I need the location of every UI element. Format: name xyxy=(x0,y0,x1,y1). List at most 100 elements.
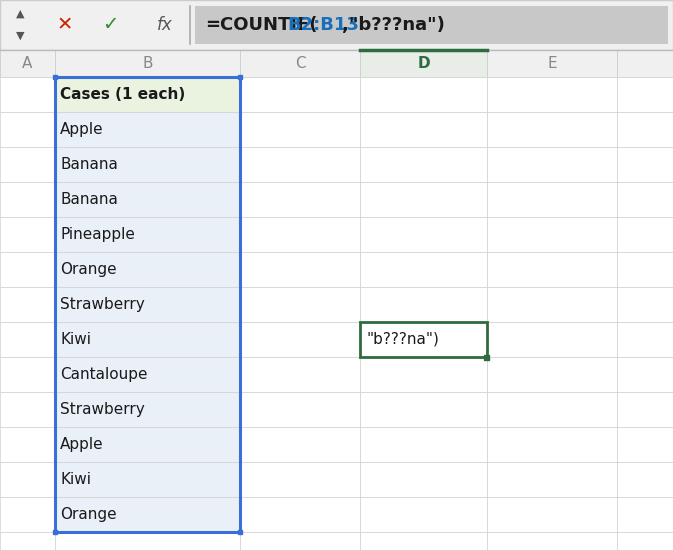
Bar xyxy=(487,252,617,287)
Text: ✕: ✕ xyxy=(57,15,73,35)
Text: "b???na"): "b???na") xyxy=(366,332,439,347)
Bar xyxy=(360,217,487,252)
Bar xyxy=(484,355,489,360)
Bar xyxy=(360,77,487,112)
Text: Strawberry: Strawberry xyxy=(60,402,145,417)
Bar xyxy=(487,147,617,182)
Bar xyxy=(617,392,673,427)
Bar xyxy=(0,112,55,147)
Bar xyxy=(487,112,617,147)
Bar xyxy=(617,217,673,252)
Bar xyxy=(360,322,487,357)
Bar xyxy=(0,77,55,112)
Bar xyxy=(617,77,673,112)
Bar xyxy=(240,287,360,322)
Bar xyxy=(0,50,55,77)
Bar xyxy=(360,112,487,147)
Bar xyxy=(0,0,673,50)
Bar xyxy=(617,147,673,182)
Text: D: D xyxy=(417,56,430,71)
Bar xyxy=(360,182,487,217)
Bar xyxy=(487,392,617,427)
Bar xyxy=(360,462,487,497)
Bar xyxy=(55,532,240,550)
Bar xyxy=(360,357,487,392)
Bar xyxy=(55,252,240,287)
Bar xyxy=(487,182,617,217)
Bar xyxy=(0,462,55,497)
Bar xyxy=(55,77,240,532)
Bar xyxy=(487,217,617,252)
Bar xyxy=(487,462,617,497)
Text: Orange: Orange xyxy=(60,262,116,277)
Bar xyxy=(617,112,673,147)
Text: B2:B13: B2:B13 xyxy=(287,16,359,34)
Text: Pineapple: Pineapple xyxy=(60,227,135,242)
Bar xyxy=(240,357,360,392)
Bar xyxy=(487,322,617,357)
Text: Cases (1 each): Cases (1 each) xyxy=(60,87,185,102)
Text: ✓: ✓ xyxy=(102,15,118,35)
Text: Banana: Banana xyxy=(60,157,118,172)
Text: A: A xyxy=(22,56,33,71)
Bar xyxy=(0,182,55,217)
Bar xyxy=(360,50,487,77)
Bar xyxy=(360,497,487,532)
Bar xyxy=(53,530,57,534)
Bar xyxy=(617,322,673,357)
Text: fx: fx xyxy=(157,16,173,34)
Text: E: E xyxy=(547,56,557,71)
Text: Apple: Apple xyxy=(60,122,104,137)
Bar xyxy=(55,147,240,182)
Bar xyxy=(240,182,360,217)
Bar xyxy=(0,427,55,462)
Text: ,"b???na"): ,"b???na") xyxy=(342,16,445,34)
Bar xyxy=(617,287,673,322)
Bar xyxy=(55,322,240,357)
Text: C: C xyxy=(295,56,306,71)
Bar xyxy=(55,217,240,252)
Bar xyxy=(617,50,673,77)
Bar xyxy=(617,357,673,392)
Bar xyxy=(240,252,360,287)
Text: Cantaloupe: Cantaloupe xyxy=(60,367,147,382)
Bar xyxy=(487,427,617,462)
Bar xyxy=(240,112,360,147)
Bar xyxy=(240,322,360,357)
Bar xyxy=(238,75,242,79)
Bar xyxy=(487,497,617,532)
Text: Strawberry: Strawberry xyxy=(60,297,145,312)
Bar xyxy=(195,6,668,44)
Text: ▲: ▲ xyxy=(15,9,24,19)
Bar xyxy=(0,147,55,182)
Bar xyxy=(487,357,617,392)
Bar xyxy=(0,322,55,357)
Bar xyxy=(240,147,360,182)
Bar xyxy=(617,252,673,287)
Text: Banana: Banana xyxy=(60,192,118,207)
Bar xyxy=(360,322,487,357)
Bar xyxy=(0,287,55,322)
Bar xyxy=(0,497,55,532)
Text: B: B xyxy=(142,56,153,71)
Bar xyxy=(617,497,673,532)
Bar xyxy=(240,462,360,497)
Bar xyxy=(240,532,360,550)
Bar xyxy=(487,77,617,112)
Bar xyxy=(487,532,617,550)
Text: =COUNTIF(: =COUNTIF( xyxy=(205,16,318,34)
Bar xyxy=(55,77,240,112)
Bar xyxy=(240,77,360,112)
Bar xyxy=(487,50,617,77)
Bar xyxy=(360,392,487,427)
Bar xyxy=(238,530,242,534)
Bar xyxy=(55,357,240,392)
Bar xyxy=(487,287,617,322)
Bar xyxy=(55,112,240,147)
Bar xyxy=(617,462,673,497)
Bar xyxy=(617,532,673,550)
Bar xyxy=(0,217,55,252)
Bar xyxy=(240,217,360,252)
Bar xyxy=(240,497,360,532)
Bar xyxy=(240,392,360,427)
